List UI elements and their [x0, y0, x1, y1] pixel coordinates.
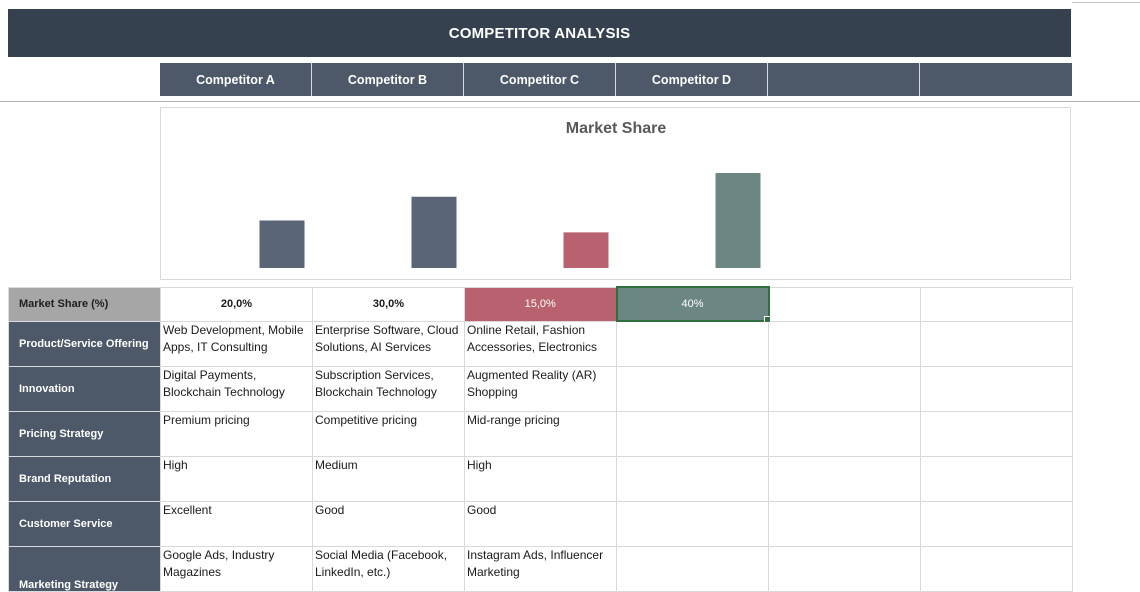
row-label-market-share[interactable]: Market Share (%): [8, 286, 161, 322]
row-label-marketing-strategy[interactable]: Marketing Strategy: [8, 545, 161, 592]
market-share-e[interactable]: [768, 286, 921, 322]
table-cell[interactable]: [920, 500, 1073, 547]
row-label-brand-reputation[interactable]: Brand Reputation: [8, 455, 161, 502]
table-cell[interactable]: Competitive pricing: [312, 410, 465, 457]
table-cell[interactable]: [768, 320, 921, 367]
table-cell[interactable]: Premium pricing: [160, 410, 313, 457]
table-cell[interactable]: Subscription Services, Blockchain Techno…: [312, 365, 465, 412]
table-row: Customer Service Excellent Good Good: [8, 500, 1073, 547]
table-cell[interactable]: Digital Payments, Blockchain Technology: [160, 365, 313, 412]
table-cell[interactable]: [920, 545, 1073, 592]
competitor-header-5[interactable]: [768, 63, 920, 96]
bar-competitor-c[interactable]: [563, 232, 609, 268]
table-cell[interactable]: [920, 410, 1073, 457]
row-label-pricing-strategy[interactable]: Pricing Strategy: [8, 410, 161, 457]
table-cell[interactable]: [920, 455, 1073, 502]
table-cell[interactable]: Good: [464, 500, 617, 547]
competitor-table: Market Share (%) 20,0% 30,0% 15,0% 40% P…: [8, 286, 1073, 592]
table-row: Innovation Digital Payments, Blockchain …: [8, 365, 1073, 412]
fill-handle[interactable]: [763, 316, 771, 323]
competitor-header-6[interactable]: [920, 63, 1072, 96]
table-cell[interactable]: Social Media (Facebook, LinkedIn, etc.): [312, 545, 465, 592]
market-share-b[interactable]: 30,0%: [312, 286, 465, 322]
competitor-header-1[interactable]: Competitor A: [160, 63, 312, 96]
table-cell[interactable]: Online Retail, Fashion Accessories, Elec…: [464, 320, 617, 367]
table-row: Marketing Strategy Google Ads, Industry …: [8, 545, 1073, 592]
table-cell[interactable]: [616, 545, 769, 592]
table-cell[interactable]: [768, 365, 921, 412]
top-gridline: [1072, 2, 1140, 3]
market-share-d-selected[interactable]: 40%: [615, 286, 771, 323]
chart-title: Market Share: [566, 120, 667, 137]
row-label-innovation[interactable]: Innovation: [8, 365, 161, 412]
row-label-customer-service[interactable]: Customer Service: [8, 500, 161, 547]
competitor-header-row: Competitor A Competitor B Competitor C C…: [160, 63, 1072, 96]
table-cell[interactable]: [768, 455, 921, 502]
table-cell[interactable]: [768, 410, 921, 457]
market-share-chart[interactable]: Market Share: [160, 107, 1071, 280]
table-cell[interactable]: [616, 320, 769, 367]
table-cell[interactable]: [920, 320, 1073, 367]
market-share-d-value: 40%: [681, 297, 704, 310]
bar-competitor-d[interactable]: [715, 173, 761, 268]
market-share-f[interactable]: [920, 286, 1073, 322]
table-cell[interactable]: [616, 365, 769, 412]
row-label-product-offering[interactable]: Product/Service Offering: [8, 320, 161, 367]
table-cell[interactable]: Excellent: [160, 500, 313, 547]
table-row: Brand Reputation High Medium High: [8, 455, 1073, 502]
table-cell[interactable]: [768, 500, 921, 547]
table-cell[interactable]: Enterprise Software, Cloud Solutions, AI…: [312, 320, 465, 367]
table-cell[interactable]: [920, 365, 1073, 412]
table-cell[interactable]: [616, 455, 769, 502]
competitor-header-4[interactable]: Competitor D: [616, 63, 768, 96]
table-cell[interactable]: Medium: [312, 455, 465, 502]
table-cell[interactable]: Instagram Ads, Influencer Marketing: [464, 545, 617, 592]
table-row: Pricing Strategy Premium pricing Competi…: [8, 410, 1073, 457]
table-cell[interactable]: Mid-range pricing: [464, 410, 617, 457]
page-title: COMPETITOR ANALYSIS: [8, 9, 1071, 57]
table-row-market-share: Market Share (%) 20,0% 30,0% 15,0% 40%: [8, 286, 1073, 323]
table-cell[interactable]: Web Development, Mobile Apps, IT Consult…: [160, 320, 313, 367]
table-row: Product/Service Offering Web Development…: [8, 320, 1073, 367]
competitor-header-2[interactable]: Competitor B: [312, 63, 464, 96]
table-cell[interactable]: High: [160, 455, 313, 502]
table-cell[interactable]: [616, 500, 769, 547]
bar-competitor-a[interactable]: [259, 220, 305, 269]
market-share-a[interactable]: 20,0%: [160, 286, 313, 322]
table-cell[interactable]: Google Ads, Industry Magazines: [160, 545, 313, 592]
table-cell[interactable]: [768, 545, 921, 592]
market-share-c[interactable]: 15,0%: [464, 286, 617, 322]
bar-competitor-b[interactable]: [411, 196, 457, 268]
frozen-pane-line: [0, 101, 1140, 102]
table-cell[interactable]: Good: [312, 500, 465, 547]
chart-canvas: Market Share: [259, 120, 761, 269]
table-cell[interactable]: [616, 410, 769, 457]
table-cell[interactable]: High: [464, 455, 617, 502]
table-cell[interactable]: Augmented Reality (AR) Shopping: [464, 365, 617, 412]
competitor-header-3[interactable]: Competitor C: [464, 63, 616, 96]
